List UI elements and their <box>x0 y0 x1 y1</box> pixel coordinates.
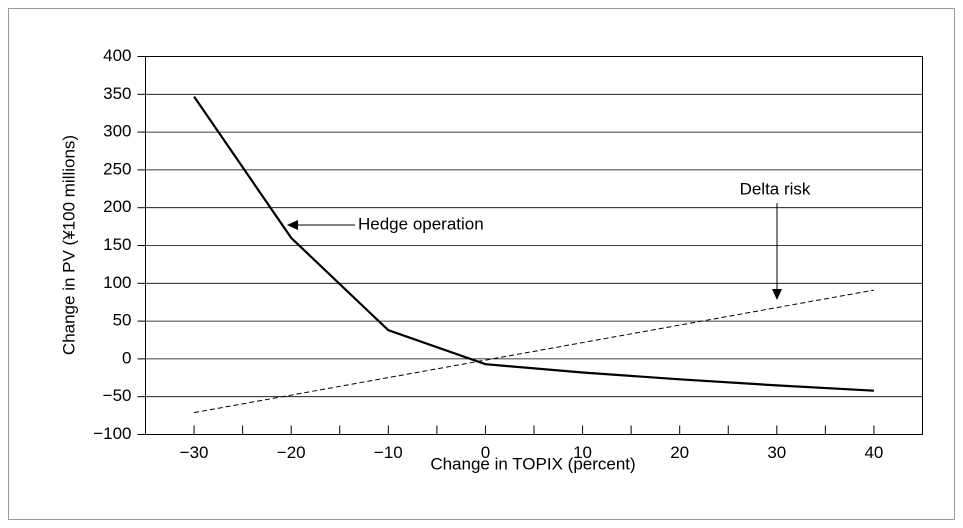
annotation: Delta risk <box>740 179 811 198</box>
y-tick-label: 200 <box>103 197 131 216</box>
annotation: Hedge operation <box>358 214 484 233</box>
y-tick-label: 400 <box>103 46 131 65</box>
y-tick-label: 150 <box>103 235 131 254</box>
x-tick-label: 20 <box>670 443 689 462</box>
y-tick-label: 250 <box>103 159 131 178</box>
y-tick-label: 300 <box>103 122 131 141</box>
y-tick-label: 50 <box>113 311 132 330</box>
series-line <box>194 289 874 414</box>
x-tick-label: 40 <box>864 443 883 462</box>
x-tick-label: 30 <box>767 443 786 462</box>
y-axis-label: Change in PV (¥100 millions) <box>59 135 78 355</box>
y-tick-label: 100 <box>103 273 131 292</box>
x-axis-label: Change in TOPIX (percent) <box>430 454 635 473</box>
x-tick-label: 0 <box>481 443 490 462</box>
y-tick-label: −100 <box>93 424 131 443</box>
series-line <box>193 95 874 392</box>
x-tick-label: −20 <box>277 443 306 462</box>
x-tick-label: 10 <box>573 443 592 462</box>
arrowhead <box>772 289 782 300</box>
arrowhead <box>287 220 298 230</box>
y-tick-label: −50 <box>103 386 132 405</box>
y-tick-label: 0 <box>122 348 131 367</box>
x-tick-label: −30 <box>180 443 209 462</box>
x-tick-label: −10 <box>374 443 403 462</box>
y-tick-label: 350 <box>103 84 131 103</box>
frame <box>8 8 955 520</box>
